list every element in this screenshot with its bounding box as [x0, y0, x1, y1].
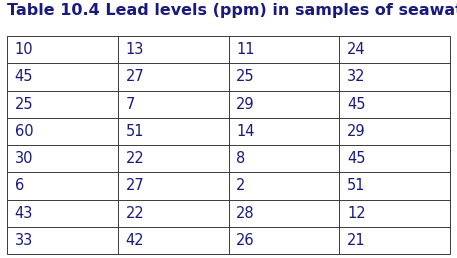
Text: 14: 14	[236, 124, 255, 139]
Text: 11: 11	[236, 42, 255, 57]
Text: 8: 8	[236, 151, 245, 166]
Text: 27: 27	[126, 178, 144, 194]
Text: 6: 6	[15, 178, 24, 194]
Bar	[7, 36, 450, 254]
Text: 51: 51	[347, 178, 366, 194]
Text: 29: 29	[347, 124, 366, 139]
Text: 10: 10	[15, 42, 33, 57]
Text: 7: 7	[126, 97, 135, 112]
Text: 51: 51	[126, 124, 144, 139]
Text: 42: 42	[126, 233, 144, 248]
Text: 22: 22	[126, 151, 144, 166]
Text: 25: 25	[15, 97, 33, 112]
Text: 12: 12	[347, 206, 366, 221]
Text: 43: 43	[15, 206, 33, 221]
Text: 60: 60	[15, 124, 33, 139]
Text: 2: 2	[236, 178, 245, 194]
Text: 21: 21	[347, 233, 366, 248]
Text: 45: 45	[15, 69, 33, 84]
Text: 28: 28	[236, 206, 255, 221]
Text: 33: 33	[15, 233, 33, 248]
Text: 25: 25	[236, 69, 255, 84]
Text: 30: 30	[15, 151, 33, 166]
Text: 29: 29	[236, 97, 255, 112]
Text: 27: 27	[126, 69, 144, 84]
Text: 45: 45	[347, 151, 366, 166]
Text: 45: 45	[347, 97, 366, 112]
Text: 32: 32	[347, 69, 366, 84]
Text: 26: 26	[236, 233, 255, 248]
Text: Table 10.4 Lead levels (ppm) in samples of seawater: Table 10.4 Lead levels (ppm) in samples …	[7, 3, 457, 18]
Text: 24: 24	[347, 42, 366, 57]
Text: 22: 22	[126, 206, 144, 221]
Text: 13: 13	[126, 42, 144, 57]
